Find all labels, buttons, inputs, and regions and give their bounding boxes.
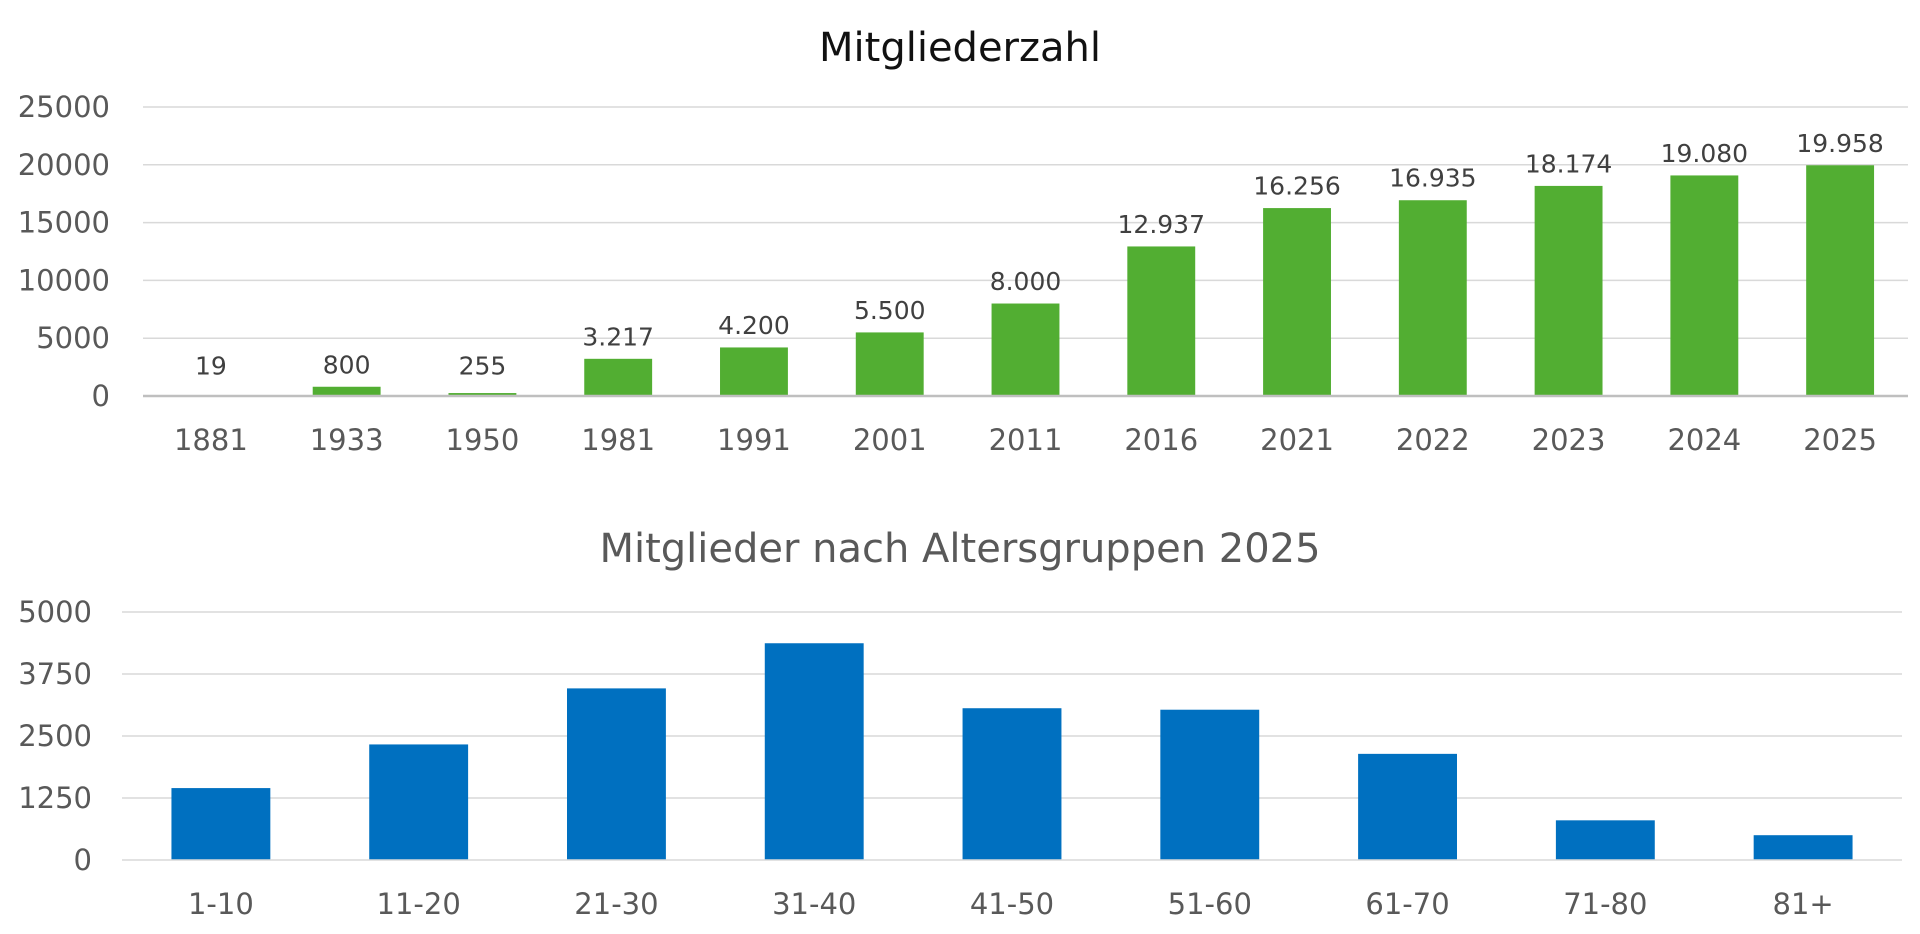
data-label: 19	[195, 352, 227, 381]
bar	[1127, 246, 1196, 396]
data-label: 12.937	[1118, 210, 1205, 239]
bar	[962, 708, 1062, 860]
y-tick-label: 25000	[18, 90, 110, 124]
x-category-label: 1991	[717, 423, 791, 457]
data-label: 255	[459, 352, 507, 381]
bar	[1263, 208, 1331, 396]
membership-count-plot: 0 5000 10000 15000 20000 25000 1881 19 1933 800 19…	[18, 90, 1908, 457]
bar	[1670, 175, 1739, 396]
bar	[1358, 753, 1457, 860]
x-category-label: 1981	[581, 423, 655, 457]
bar	[991, 303, 1060, 396]
bar	[369, 744, 469, 860]
bar	[1398, 200, 1467, 396]
bar	[171, 788, 271, 860]
x-category-label: 21-30	[574, 887, 658, 921]
age-groups-plot: 0 1250 2500 3750 5000 1-10 11-20 21-30 31-40 41-5…	[18, 595, 1902, 921]
x-category-label: 61-70	[1365, 887, 1449, 921]
x-category-label: 51-60	[1168, 887, 1252, 921]
data-label: 19.080	[1661, 139, 1748, 168]
data-label: 4.200	[718, 311, 790, 340]
x-category-label: 1950	[446, 423, 520, 457]
bar	[567, 688, 666, 860]
membership-count-chart: Mitgliederzahl 0 5000 10000 15000 20000 25000…	[18, 25, 1908, 457]
y-tick-label: 5000	[36, 321, 110, 355]
age-groups-title: Mitglieder nach Altersgruppen 2025	[599, 526, 1321, 572]
y-tick-label: 2500	[18, 719, 92, 753]
x-category-label: 2001	[853, 423, 927, 457]
membership-count-title: Mitgliederzahl	[819, 25, 1101, 71]
data-label: 16.935	[1389, 164, 1476, 193]
y-tick-label: 0	[74, 843, 92, 877]
x-category-label: 31-40	[772, 887, 856, 921]
data-label: 16.256	[1253, 172, 1340, 201]
data-label: 5.500	[854, 296, 926, 325]
bar	[764, 643, 864, 860]
x-category-label: 11-20	[377, 887, 461, 921]
data-label: 8.000	[990, 267, 1062, 296]
y-tick-label: 20000	[18, 148, 110, 182]
x-category-label: 1-10	[188, 887, 254, 921]
data-label: 18.174	[1525, 149, 1612, 178]
x-category-label: 2025	[1803, 423, 1877, 457]
data-label: 3.217	[582, 322, 654, 351]
bar	[1160, 709, 1260, 860]
x-category-label: 2024	[1667, 423, 1741, 457]
y-tick-label: 1250	[18, 781, 92, 815]
data-label: 19.958	[1796, 129, 1883, 158]
y-tick-label: 10000	[18, 263, 110, 297]
y-tick-label: 5000	[18, 595, 92, 629]
x-category-label: 81+	[1773, 887, 1834, 921]
bar	[1806, 165, 1875, 396]
x-category-label: 2011	[989, 423, 1063, 457]
bar	[720, 347, 788, 396]
bar	[1555, 820, 1655, 860]
y-tick-label: 3750	[18, 657, 92, 691]
bar	[312, 386, 381, 396]
y-tick-label: 15000	[18, 206, 110, 240]
x-category-label: 2023	[1532, 423, 1606, 457]
bar	[584, 358, 653, 396]
x-category-label: 71-80	[1563, 887, 1647, 921]
x-category-label: 2021	[1260, 423, 1334, 457]
bar	[855, 332, 924, 396]
bar	[1753, 835, 1853, 860]
age-groups-chart: Mitglieder nach Altersgruppen 2025 0 1250…	[0, 500, 1920, 934]
y-tick-label: 0	[92, 379, 110, 413]
x-category-label: 1881	[174, 423, 248, 457]
bar	[448, 393, 517, 396]
data-label: 800	[323, 350, 371, 379]
x-category-label: 2022	[1396, 423, 1470, 457]
x-category-label: 2016	[1124, 423, 1198, 457]
bar	[1534, 185, 1603, 396]
x-category-label: 1933	[310, 423, 384, 457]
x-category-label: 41-50	[970, 887, 1054, 921]
